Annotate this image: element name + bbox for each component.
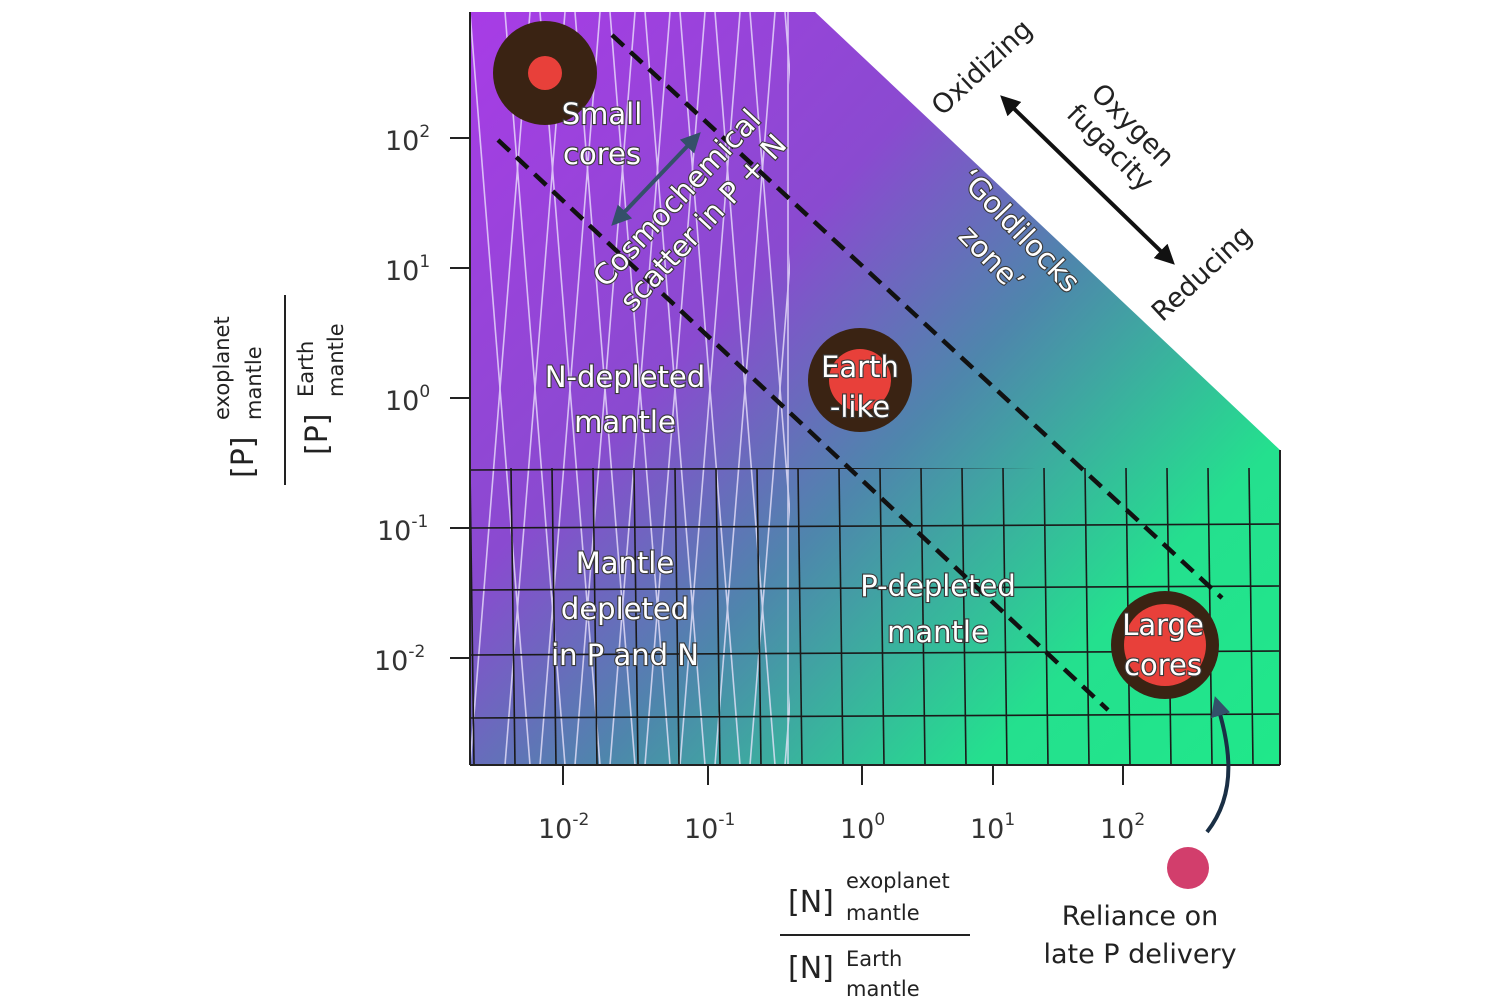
tick-base: 10 (385, 126, 419, 157)
dashed-boundary (496, 138, 1110, 712)
grid-line (470, 523, 1280, 529)
region-label: Earth (821, 350, 899, 384)
symbol: [N] (788, 885, 834, 920)
x-tick-label: 10-2 (538, 810, 589, 845)
y-tick-label: 102 (385, 122, 430, 157)
superscript: Earth (846, 947, 902, 971)
x-tick-label: 100 (840, 810, 885, 845)
region-label: mantle (887, 615, 989, 649)
numerator: [N] (788, 885, 834, 920)
x-ticks: 10-2 10-1 100 101 102 (538, 765, 1145, 845)
planet-core (528, 56, 562, 90)
grid-line (470, 713, 1280, 719)
tick-base: 10 (374, 646, 408, 677)
grid-line (715, 468, 721, 765)
region-label: cores (563, 137, 641, 171)
region-label: -like (830, 390, 890, 424)
x-tick-label: 102 (1100, 810, 1145, 845)
grid-line (797, 468, 803, 765)
tick-exponent: -1 (718, 810, 735, 830)
annotation: Oxidizing (926, 14, 1039, 122)
grid-line (633, 468, 639, 765)
grid-line (510, 468, 516, 765)
grid-line (470, 585, 1280, 591)
tick-base: 10 (377, 516, 411, 547)
y-tick-label: 10-1 (377, 512, 428, 547)
tick-exponent: 0 (419, 382, 430, 402)
y-axis-label: [P] exoplanet mantle [P] Earth mantle (210, 295, 348, 485)
hatch-line (470, 12, 531, 765)
planet-core (829, 349, 891, 411)
tick-exponent: -2 (572, 810, 589, 830)
delivery-arrow (1205, 696, 1231, 834)
hatch-line (679, 12, 741, 765)
hatch-line (714, 12, 776, 765)
grid-line (756, 468, 762, 765)
region-label: Small (562, 97, 643, 131)
grid-line (1248, 468, 1254, 765)
tick-base: 10 (538, 814, 572, 845)
denominator: [N] (788, 951, 834, 986)
planet-core (1124, 604, 1206, 686)
delivery-dot (1167, 847, 1209, 889)
dashed-boundary (610, 33, 1224, 600)
y-tick-label: 10-2 (374, 642, 425, 677)
superscript: exoplanet (846, 869, 950, 893)
scatter-arrow (611, 132, 701, 226)
subscript: mantle (846, 977, 920, 1000)
grid-line (551, 468, 557, 765)
tick-base: 10 (1100, 814, 1134, 845)
grid-line (674, 468, 680, 765)
region-label: in P and N (551, 638, 699, 672)
annotation: Reliance on (1062, 901, 1219, 932)
y-tick-label: 100 (385, 382, 430, 417)
x-tick-label: 10-1 (684, 810, 735, 845)
annotation: Reducing (1146, 220, 1259, 328)
tick-base: 10 (970, 814, 1004, 845)
numerator: [P] (226, 437, 261, 479)
x-tick-label: 101 (970, 810, 1015, 845)
y-ticks: 102 101 100 10-1 10-2 (374, 122, 470, 677)
y-tick-label: 101 (385, 252, 430, 287)
tick-exponent: -1 (411, 512, 428, 532)
hatch-line (539, 12, 601, 765)
tick-exponent: 1 (419, 252, 430, 272)
tick-exponent: 2 (419, 122, 430, 142)
subscript: mantle (242, 346, 266, 420)
tick-base: 10 (840, 814, 874, 845)
annotation: late P delivery (1043, 939, 1236, 970)
tick-base: 10 (684, 814, 718, 845)
p-grid (470, 468, 1280, 765)
denominator: [P] (300, 414, 335, 456)
tick-exponent: -2 (408, 642, 425, 662)
superscript: exoplanet (210, 316, 234, 420)
hatch-line (504, 12, 566, 765)
fugacity-arrow (1000, 95, 1175, 265)
region-label: N-depleted (545, 360, 705, 394)
region-label: cores (1124, 648, 1202, 682)
subscript: mantle (846, 901, 920, 925)
superscript: Earth (294, 341, 318, 397)
region-label: mantle (574, 405, 676, 439)
region-label: depleted (561, 592, 689, 626)
grid-line (592, 468, 598, 765)
grid-line (470, 468, 1038, 471)
region-label: P-depleted (860, 569, 1016, 603)
subscript: mantle (324, 323, 348, 397)
tick-exponent: 1 (1004, 810, 1015, 830)
tick-exponent: 2 (1134, 810, 1145, 830)
tick-exponent: 0 (874, 810, 885, 830)
fugacity-label: Oxygen fugacity (1060, 78, 1180, 198)
tick-base: 10 (385, 256, 419, 287)
region-label: Mantle (576, 546, 674, 580)
region-label: Large (1122, 608, 1204, 642)
tick-base: 10 (385, 386, 419, 417)
x-axis-label: [N] exoplanet mantle [N] Earth mantle (780, 869, 970, 1000)
